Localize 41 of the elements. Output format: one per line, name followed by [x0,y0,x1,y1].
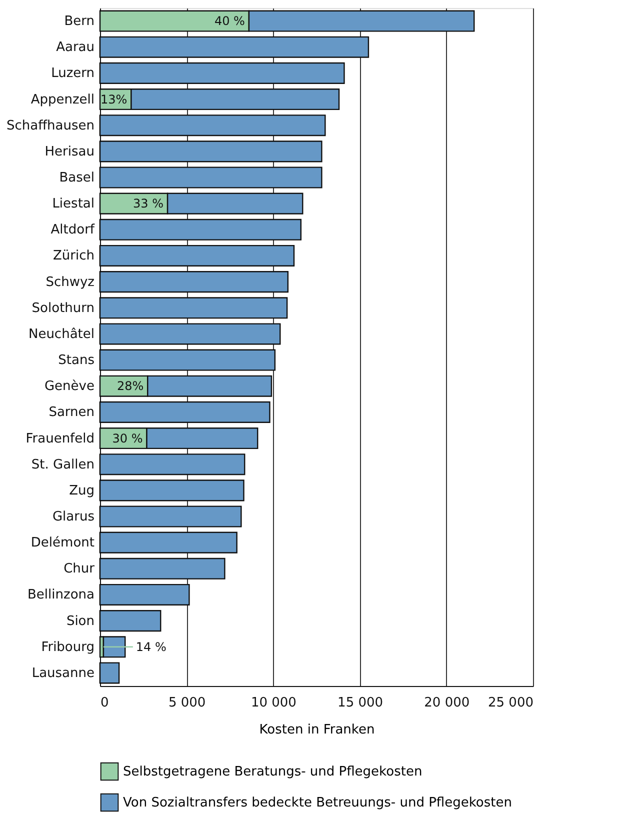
y-tick-label: Chur [64,562,96,577]
x-tick-label: 15 000 [338,696,384,710]
y-tick-label: Zug [69,483,94,498]
y-tick-label: Liestal [52,196,94,212]
y-tick-label: Schaffhausen [6,118,94,134]
y-tick-label: Appenzell [30,92,94,108]
y-tick-label: St. Gallen [31,457,94,472]
y-tick-label: Basel [59,170,94,186]
annotation: 14 % [136,640,166,654]
x-tick-label: 25 000 [488,696,534,710]
y-tick-label: Herisau [44,144,94,160]
annotation: 13% [100,92,128,106]
legend-label: Von Sozialtransfers bedeckte Betreuungs- und Pflegekosten [123,796,512,810]
y-tick-label: Bern [64,14,94,30]
annotation: 30 % [112,431,143,446]
y-tick-label: Zürich [53,248,94,264]
y-tick-label: Schwyz [46,274,95,290]
y-tick-label: Sion [66,614,94,629]
y-tick-label: Lausanne [32,666,94,681]
y-tick-label: Fribourg [41,640,94,655]
y-tick-label: Stans [58,353,95,368]
annotation: 28% [116,379,144,394]
y-tick-label: Luzern [51,66,94,82]
y-tick-label: Solothurn [32,300,94,316]
y-tick-label: Sarnen [48,405,94,420]
x-tick-label: 10 000 [250,696,296,710]
y-tick-label: Aarau [56,40,94,56]
y-tick-label: Delémont [30,536,94,551]
annotation: 33 % [133,196,164,211]
x-tick-label: 20 000 [424,696,470,710]
y-tick-label: Altdorf [50,222,95,238]
y-tick-label: Bellinzona [28,588,94,603]
x-tick-label: 0 [100,696,109,710]
legend-label: Selbstgetragene Beratungs- und Pflegekosten [123,764,422,780]
x-tick-label: 5 000 [168,696,206,710]
y-tick-label: Frauenfeld [26,431,94,446]
y-tick-label: Glarus [52,510,95,524]
annotation: 40 % [214,14,245,28]
y-tick-label: Genève [44,379,94,394]
x-axis-title: Kosten in Franken [259,722,375,738]
y-tick-label: Neuchâtel [28,326,94,342]
